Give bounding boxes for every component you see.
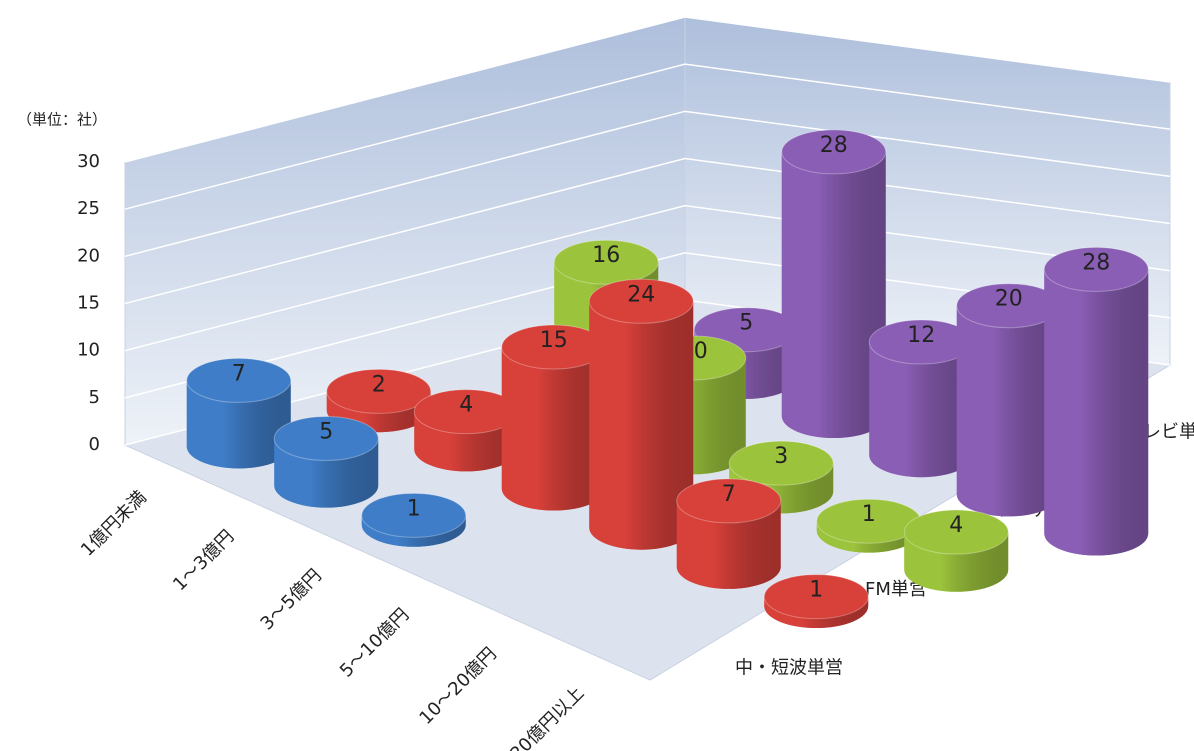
bar-top bbox=[186, 357, 292, 403]
bar-top bbox=[763, 574, 869, 620]
value-label: 7 bbox=[232, 361, 246, 386]
value-label: 15 bbox=[540, 328, 568, 353]
value-label: 1 bbox=[809, 578, 823, 603]
value-label: 28 bbox=[820, 133, 848, 158]
series-label: FM単営 bbox=[865, 579, 927, 600]
bar-top bbox=[903, 509, 1009, 555]
value-label: 12 bbox=[907, 323, 935, 348]
bar-shade bbox=[781, 151, 886, 439]
bar-top bbox=[676, 478, 782, 524]
bar-shade bbox=[956, 305, 1061, 517]
value-label: 24 bbox=[627, 282, 655, 307]
bar-shade bbox=[501, 347, 606, 511]
bar-top bbox=[361, 492, 467, 538]
grid-line bbox=[124, 204, 1171, 352]
value-label: 1 bbox=[407, 496, 421, 521]
grid-line bbox=[124, 110, 1171, 258]
grid-line bbox=[124, 16, 1171, 163]
value-label: 2 bbox=[372, 372, 386, 397]
bar-shade bbox=[869, 342, 974, 478]
series-label: 中・短波単営 bbox=[735, 658, 843, 679]
bar-top bbox=[273, 415, 379, 461]
x-tick-label: 3～5億円 bbox=[257, 565, 326, 634]
y-unit-label: （単位：社） bbox=[17, 111, 107, 129]
bar-top bbox=[553, 239, 659, 285]
grid-line bbox=[124, 63, 1171, 210]
bar-top bbox=[781, 129, 887, 175]
value-label: 4 bbox=[459, 393, 473, 418]
x-tick-label: 1～3億円 bbox=[169, 526, 238, 595]
y-tick-label: 0 bbox=[89, 434, 100, 455]
bar-shade bbox=[1044, 269, 1149, 556]
x-tick-label: 20億円以上 bbox=[506, 683, 588, 751]
y-tick-label: 10 bbox=[77, 340, 100, 361]
bar-top bbox=[728, 440, 834, 486]
value-label: 20 bbox=[995, 287, 1023, 312]
bar-top bbox=[326, 368, 432, 414]
value-label: 28 bbox=[1082, 250, 1110, 275]
y-tick-label: 25 bbox=[77, 198, 100, 219]
x-tick-label: 10～20億円 bbox=[415, 643, 500, 728]
y-tick-label: 5 bbox=[89, 387, 100, 408]
value-label: 7 bbox=[722, 482, 736, 507]
x-tick-label: 5～10億円 bbox=[336, 604, 413, 681]
x-tick-label: 1億円未満 bbox=[77, 487, 151, 561]
y-tick-label: 30 bbox=[77, 151, 100, 172]
value-label: 4 bbox=[949, 513, 963, 538]
bar-shade bbox=[186, 380, 291, 469]
value-label: 5 bbox=[319, 419, 333, 444]
value-label: 16 bbox=[592, 243, 620, 268]
value-label: 5 bbox=[739, 311, 753, 336]
grid-line bbox=[124, 157, 1171, 305]
bar-top bbox=[588, 278, 694, 324]
y-tick-label: 20 bbox=[77, 245, 100, 266]
bar-shade bbox=[676, 500, 781, 589]
bar-top bbox=[1043, 246, 1149, 292]
value-label: 1 bbox=[862, 502, 876, 527]
y-tick-label: 15 bbox=[77, 293, 100, 314]
bar-shade bbox=[589, 301, 694, 550]
value-label: 3 bbox=[774, 444, 788, 469]
